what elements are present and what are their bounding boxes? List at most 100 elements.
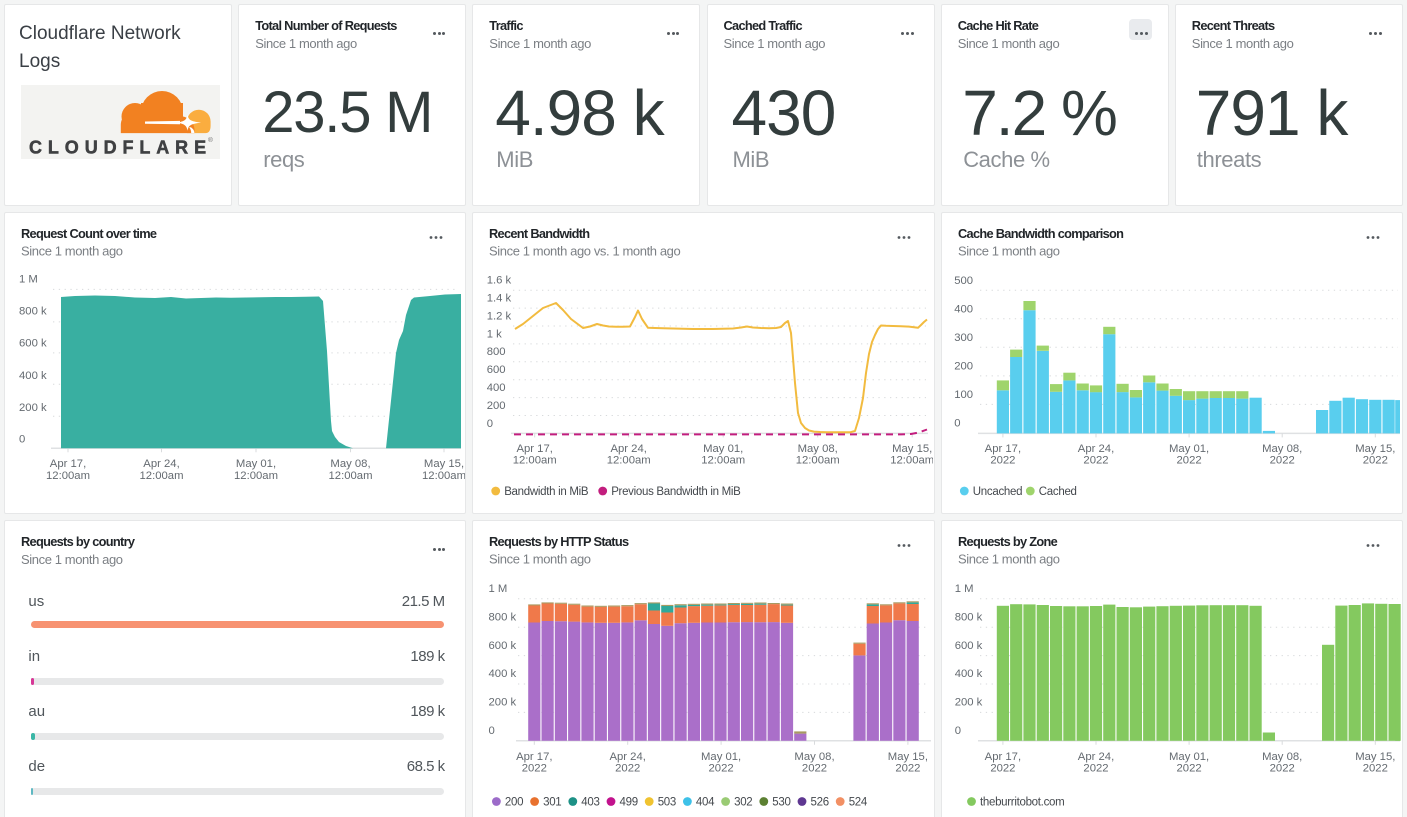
svg-text:400: 400 (487, 382, 506, 394)
svg-text:Requests by HTTP Status: Requests by HTTP Status (489, 534, 629, 549)
svg-text:400 k: 400 k (489, 668, 517, 680)
svg-text:800: 800 (487, 346, 506, 358)
svg-text:2022: 2022 (1362, 763, 1387, 775)
svg-text:Since 1 month ago vs. 1 month: Since 1 month ago vs. 1 month ago (489, 244, 680, 259)
svg-text:May 08,: May 08, (1262, 751, 1302, 763)
svg-text:Apr 24,: Apr 24, (1077, 751, 1113, 763)
svg-text:800 k: 800 k (489, 611, 517, 623)
svg-text:Apr 17,: Apr 17, (984, 751, 1020, 763)
svg-text:May 15,: May 15, (1355, 443, 1395, 455)
svg-text:600 k: 600 k (489, 640, 517, 652)
svg-text:12:00am: 12:00am (329, 470, 373, 482)
svg-text:526: 526 (811, 797, 829, 809)
svg-text:1 k: 1 k (487, 328, 502, 340)
svg-text:2022: 2022 (1176, 763, 1201, 775)
svg-text:200: 200 (505, 797, 523, 809)
svg-text:May 01,: May 01, (703, 443, 743, 455)
svg-text:600 k: 600 k (954, 640, 982, 652)
svg-text:®: ® (208, 136, 213, 144)
svg-text:Since 1 month ago: Since 1 month ago (958, 244, 1060, 259)
svg-text:CLOUDFLARE: CLOUDFLARE (29, 137, 212, 157)
svg-text:12:00am: 12:00am (796, 455, 840, 467)
svg-text:1 M: 1 M (954, 583, 973, 595)
svg-text:May 08,: May 08, (1262, 443, 1302, 455)
svg-text:0: 0 (19, 433, 25, 445)
svg-text:Apr 17,: Apr 17, (516, 751, 552, 763)
svg-text:12:00am: 12:00am (891, 455, 934, 467)
svg-text:May 15,: May 15, (1355, 751, 1395, 763)
svg-text:Request Count over time: Request Count over time (21, 226, 157, 241)
svg-text:2022: 2022 (990, 763, 1015, 775)
svg-text:May 01,: May 01, (1169, 443, 1209, 455)
svg-text:200: 200 (487, 400, 506, 412)
svg-text:May 15,: May 15, (424, 458, 464, 470)
svg-text:1.6 k: 1.6 k (487, 275, 512, 287)
svg-text:May 01,: May 01, (236, 458, 276, 470)
svg-text:Requests by Zone: Requests by Zone (958, 534, 1058, 549)
svg-text:1.2 k: 1.2 k (487, 310, 512, 322)
svg-text:Apr 17,: Apr 17, (50, 458, 86, 470)
svg-text:600: 600 (487, 364, 506, 376)
svg-text:2022: 2022 (1362, 455, 1387, 467)
svg-text:May 08,: May 08, (795, 751, 835, 763)
svg-text:499: 499 (620, 797, 638, 809)
svg-text:503: 503 (658, 797, 676, 809)
svg-text:Apr 24,: Apr 24, (610, 751, 646, 763)
svg-text:12:00am: 12:00am (46, 470, 90, 482)
svg-text:12:00am: 12:00am (234, 470, 278, 482)
svg-text:0: 0 (489, 725, 495, 737)
svg-text:2022: 2022 (1083, 455, 1108, 467)
svg-text:524: 524 (849, 797, 868, 809)
svg-text:Since 1 month ago: Since 1 month ago (489, 552, 591, 567)
svg-text:2022: 2022 (896, 763, 921, 775)
svg-text:Apr 24,: Apr 24, (611, 443, 647, 455)
svg-text:12:00am: 12:00am (513, 455, 557, 467)
svg-text:May 01,: May 01, (701, 751, 741, 763)
svg-text:0: 0 (487, 418, 493, 430)
svg-text:404: 404 (696, 797, 715, 809)
svg-text:1 M: 1 M (19, 273, 38, 285)
svg-text:12:00am: 12:00am (702, 455, 746, 467)
svg-text:Previous Bandwidth in MiB: Previous Bandwidth in MiB (611, 486, 741, 498)
svg-text:Cache Bandwidth comparison: Cache Bandwidth comparison (958, 226, 1124, 241)
svg-text:600 k: 600 k (19, 338, 47, 350)
svg-text:2022: 2022 (522, 763, 547, 775)
svg-text:Since 1 month ago: Since 1 month ago (21, 244, 123, 259)
svg-text:Apr 17,: Apr 17, (517, 443, 553, 455)
svg-text:Since 1 month ago: Since 1 month ago (958, 552, 1060, 567)
svg-text:Apr 24,: Apr 24, (143, 458, 179, 470)
svg-text:Apr 24,: Apr 24, (1077, 443, 1113, 455)
svg-text:1 M: 1 M (489, 583, 508, 595)
svg-text:2022: 2022 (990, 455, 1015, 467)
svg-text:2022: 2022 (802, 763, 827, 775)
svg-text:400 k: 400 k (19, 370, 47, 382)
svg-text:May 01,: May 01, (1169, 751, 1209, 763)
svg-text:1.4 k: 1.4 k (487, 293, 512, 305)
svg-text:May 08,: May 08, (798, 443, 838, 455)
svg-text:800 k: 800 k (19, 305, 47, 317)
svg-text:400: 400 (954, 303, 973, 315)
svg-text:12:00am: 12:00am (422, 470, 465, 482)
svg-text:100: 100 (954, 389, 973, 401)
svg-text:200 k: 200 k (489, 697, 517, 709)
svg-text:Uncached: Uncached (972, 486, 1021, 498)
svg-text:2022: 2022 (709, 763, 734, 775)
svg-text:0: 0 (954, 418, 960, 430)
svg-text:500: 500 (954, 275, 973, 287)
svg-text:2022: 2022 (1269, 455, 1294, 467)
svg-text:12:00am: 12:00am (140, 470, 184, 482)
svg-text:theburritobot.com: theburritobot.com (980, 797, 1064, 809)
svg-text:Bandwidth in MiB: Bandwidth in MiB (504, 486, 589, 498)
svg-text:2022: 2022 (1176, 455, 1201, 467)
svg-text:2022: 2022 (1083, 763, 1108, 775)
svg-text:May 15,: May 15, (892, 443, 932, 455)
svg-text:2022: 2022 (615, 763, 640, 775)
svg-text:0: 0 (954, 725, 960, 737)
svg-text:Cached: Cached (1038, 486, 1076, 498)
svg-text:200 k: 200 k (19, 402, 47, 414)
svg-text:12:00am: 12:00am (607, 455, 651, 467)
svg-text:400 k: 400 k (954, 668, 982, 680)
svg-text:300: 300 (954, 332, 973, 344)
svg-text:301: 301 (543, 797, 561, 809)
svg-text:200: 200 (954, 360, 973, 372)
